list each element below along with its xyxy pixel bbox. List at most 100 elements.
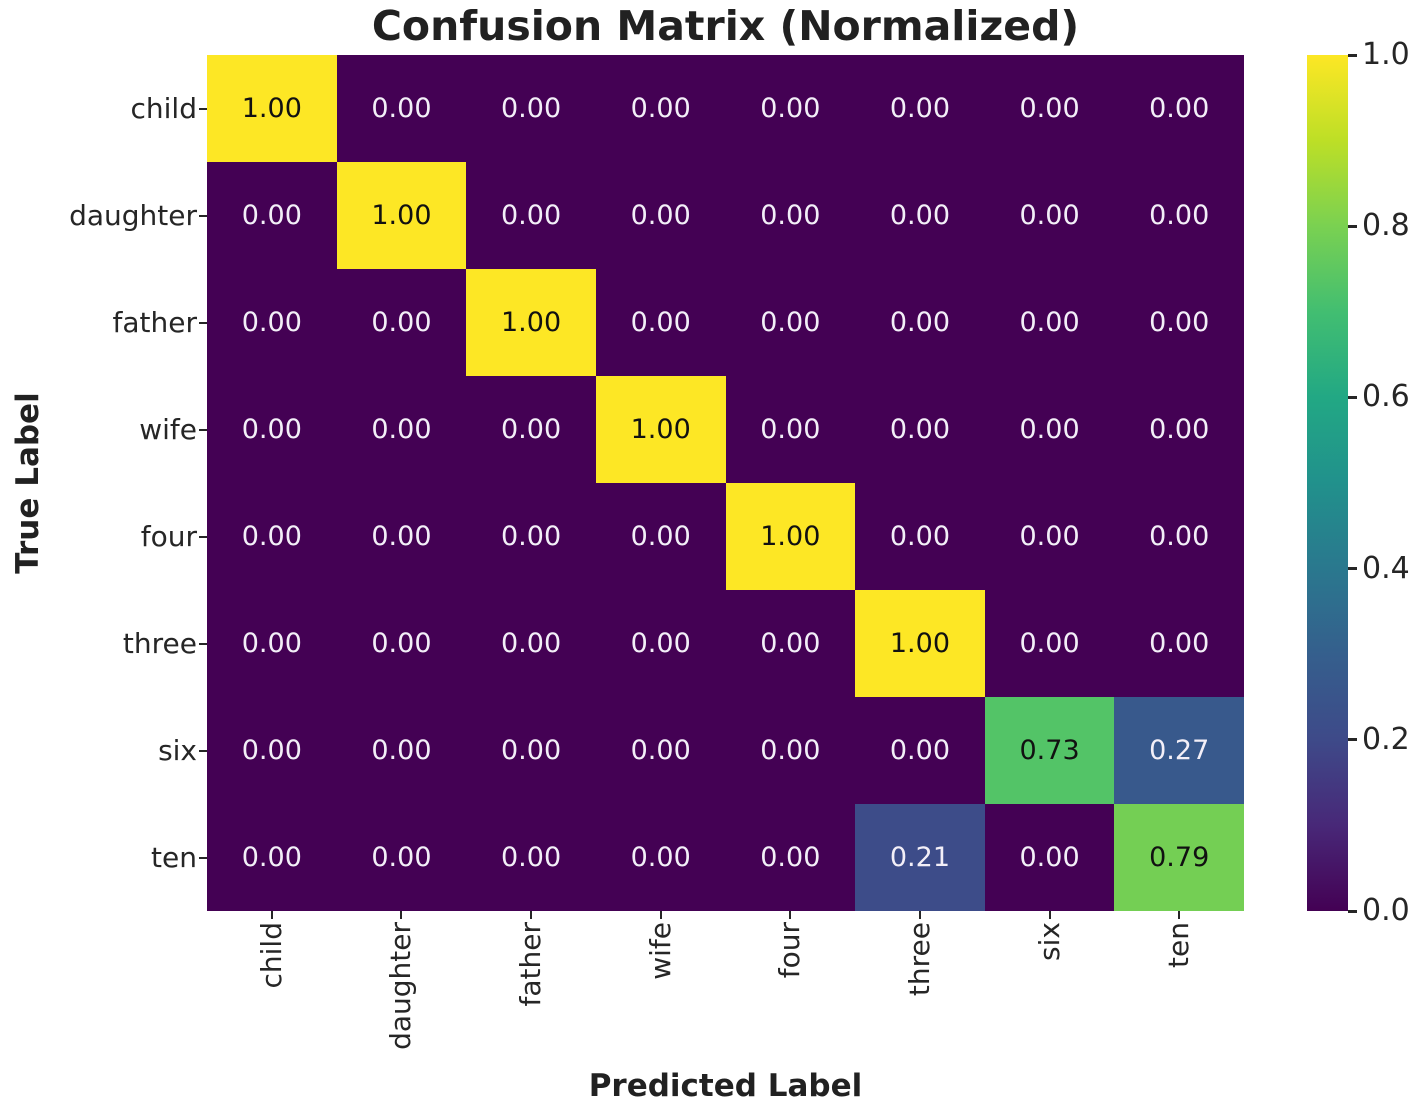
y-tick-label: wife (139, 412, 197, 446)
x-tick-mark (918, 911, 921, 919)
cell-value: 0.00 (630, 521, 691, 552)
heatmap-cell: 0.00 (855, 697, 985, 804)
y-tick-mark (199, 642, 207, 645)
heatmap-cell: 1.00 (466, 269, 596, 376)
heatmap-cell: 0.00 (1114, 483, 1244, 590)
cell-value: 0.00 (760, 842, 821, 873)
heatmap-cell: 0.00 (207, 483, 337, 590)
cell-value: 0.00 (1019, 414, 1080, 445)
cell-value: 0.00 (501, 414, 562, 445)
heatmap-cell: 0.00 (984, 162, 1115, 269)
cell-value: 0.00 (630, 735, 691, 766)
cell-value: 0.00 (1019, 200, 1080, 231)
cell-value: 0.00 (371, 93, 432, 124)
y-tick-mark (199, 749, 207, 752)
colorbar-tick-label: 0.6 (1362, 379, 1410, 415)
heatmap-cell: 0.00 (336, 697, 467, 804)
cell-value: 0.00 (760, 628, 821, 659)
cell-value: 0.00 (241, 414, 302, 445)
cell-value: 0.21 (889, 842, 950, 873)
heatmap-cell: 0.00 (207, 376, 337, 483)
cell-value: 0.00 (501, 200, 562, 231)
cell-value: 0.00 (889, 93, 950, 124)
cell-value: 0.00 (371, 842, 432, 873)
x-tick-label: ten (1162, 922, 1196, 968)
x-tick-label: three (902, 922, 936, 997)
heatmap-cell: 1.00 (595, 376, 726, 483)
cell-value: 0.00 (760, 200, 821, 231)
heatmap-cell: 0.00 (984, 55, 1115, 162)
cell-value: 0.00 (889, 307, 950, 338)
heatmap-cell: 0.00 (725, 269, 856, 376)
cell-value: 0.00 (760, 414, 821, 445)
cell-value: 1.00 (760, 521, 821, 552)
cell-value: 0.73 (1019, 735, 1080, 766)
heatmap-cell: 0.00 (984, 804, 1115, 911)
y-tick-mark (199, 214, 207, 217)
y-tick-mark (199, 535, 207, 538)
heatmap-cell: 0.00 (725, 55, 856, 162)
heatmap-cell: 0.00 (1114, 55, 1244, 162)
heatmap-cell: 0.00 (466, 55, 596, 162)
y-tick-label: daughter (69, 198, 197, 232)
heatmap-cell: 0.00 (855, 162, 985, 269)
colorbar-tick-mark (1348, 395, 1357, 399)
heatmap-cell: 0.73 (984, 697, 1115, 804)
cell-value: 0.00 (1149, 307, 1210, 338)
heatmap-cell: 0.00 (466, 697, 596, 804)
heatmap-cell: 0.00 (855, 483, 985, 590)
cell-value: 0.00 (1149, 628, 1210, 659)
cell-value: 0.00 (241, 735, 302, 766)
cell-value: 1.00 (501, 307, 562, 338)
cell-value: 0.00 (630, 307, 691, 338)
cell-value: 0.00 (501, 628, 562, 659)
y-tick-label: father (112, 305, 197, 339)
cell-value: 0.00 (241, 842, 302, 873)
heatmap-cell: 0.00 (1114, 376, 1244, 483)
x-tick-label: wife (643, 922, 677, 980)
cell-value: 0.00 (630, 200, 691, 231)
heatmap-cell: 0.00 (1114, 269, 1244, 376)
x-tick-label: father (514, 922, 548, 1007)
cell-value: 0.00 (1149, 414, 1210, 445)
x-tick-mark (1178, 911, 1181, 919)
x-tick-mark (789, 911, 792, 919)
cell-value: 0.00 (760, 307, 821, 338)
y-tick-label: child (130, 91, 197, 125)
heatmap-cell: 1.00 (336, 162, 467, 269)
cell-value: 0.00 (760, 735, 821, 766)
y-tick-mark (199, 321, 207, 324)
heatmap-cell: 0.00 (725, 697, 856, 804)
cell-value: 1.00 (241, 93, 302, 124)
y-tick-label: ten (151, 840, 197, 874)
heatmap-cell: 0.00 (336, 55, 467, 162)
heatmap-cell: 1.00 (725, 483, 856, 590)
colorbar-tick-label: 1.0 (1362, 37, 1410, 72)
x-tick-mark (400, 911, 403, 919)
heatmap-cell: 1.00 (855, 590, 985, 697)
cell-value: 0.00 (501, 93, 562, 124)
cell-value: 0.00 (1019, 521, 1080, 552)
heatmap-cell: 0.00 (725, 590, 856, 697)
heatmap-cell: 0.00 (595, 162, 726, 269)
heatmap-cell: 0.00 (984, 376, 1115, 483)
heatmap-cell: 0.00 (984, 590, 1115, 697)
heatmap-cell: 0.00 (595, 269, 726, 376)
colorbar (1307, 55, 1348, 911)
cell-value: 0.00 (241, 521, 302, 552)
heatmap-cell: 0.00 (466, 483, 596, 590)
heatmap-cell: 0.00 (595, 804, 726, 911)
cell-value: 0.27 (1149, 735, 1210, 766)
heatmap-cell: 0.00 (207, 162, 337, 269)
heatmap-cell: 1.00 (207, 55, 337, 162)
heatmap-cell: 0.79 (1114, 804, 1244, 911)
heatmap-cell: 0.00 (855, 269, 985, 376)
heatmap-cell: 0.00 (1114, 590, 1244, 697)
heatmap-cell: 0.00 (984, 269, 1115, 376)
colorbar-tick-label: 0.4 (1362, 550, 1410, 586)
x-tick-mark (530, 911, 533, 919)
heatmap-cell: 0.00 (725, 804, 856, 911)
y-tick-label: three (122, 626, 197, 660)
heatmap-cell: 0.00 (725, 162, 856, 269)
